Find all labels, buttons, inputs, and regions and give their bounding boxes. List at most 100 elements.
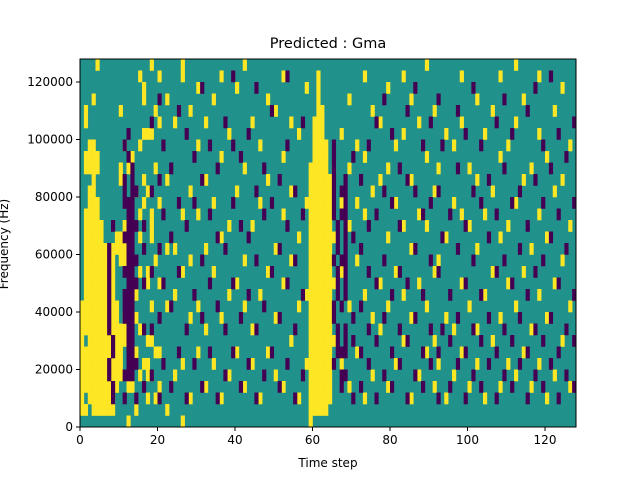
heatmap-cell-high: [312, 404, 317, 416]
heatmap-cell-high: [320, 277, 325, 290]
heatmap-cell-high: [145, 369, 151, 382]
heatmap-cell-low: [126, 358, 131, 370]
heatmap-cell-high: [80, 369, 85, 382]
heatmap-cell-low: [421, 289, 426, 301]
heatmap-cell-low: [397, 266, 402, 278]
heatmap-cell-high: [308, 323, 313, 336]
heatmap-cell-high: [103, 404, 108, 416]
heatmap-cell-low: [335, 266, 340, 278]
heatmap-cell-high: [320, 358, 325, 370]
heatmap-cell-low: [130, 220, 135, 232]
heatmap-cell-low: [502, 93, 507, 106]
heatmap-cell-low: [479, 381, 484, 393]
heatmap-cell-high: [227, 220, 232, 232]
heatmap-cell-high: [142, 128, 147, 140]
heatmap-cell-high: [165, 243, 170, 255]
heatmap-cell-high: [87, 335, 92, 347]
heatmap-cell-high: [114, 323, 120, 336]
heatmap-cell-low: [436, 266, 441, 278]
heatmap-cell-high: [560, 335, 565, 347]
heatmap-cell-high: [165, 174, 170, 186]
heatmap-cell-high: [378, 116, 383, 129]
heatmap-cell-low: [111, 335, 116, 347]
heatmap-cell-high: [111, 369, 116, 382]
heatmap-cell-high: [142, 174, 147, 186]
heatmap-cell-high: [475, 358, 480, 370]
heatmap-cell-high: [122, 220, 127, 232]
heatmap-cell-high: [506, 358, 511, 370]
heatmap-cell-low: [510, 197, 515, 209]
heatmap-cell-high: [316, 369, 321, 382]
heatmap-cell-high: [145, 266, 151, 278]
heatmap-cell-high: [316, 243, 321, 255]
heatmap-cell-low: [192, 151, 197, 163]
y-tick-label: 120000: [27, 75, 73, 89]
heatmap-cell-high: [320, 139, 325, 152]
heatmap-cell-high: [417, 116, 422, 129]
heatmap-cell-high: [95, 312, 100, 324]
heatmap-cell-low: [176, 266, 182, 278]
heatmap-cell-high: [149, 59, 154, 71]
heatmap-cell-low: [564, 243, 569, 255]
heatmap-cell-high: [552, 277, 557, 290]
heatmap-cell-high: [235, 82, 240, 94]
heatmap-cell-high: [324, 335, 329, 347]
heatmap-cell-high: [180, 266, 185, 278]
heatmap-cell-high: [378, 277, 383, 290]
heatmap-cell-high: [204, 323, 209, 336]
heatmap-cell-high: [308, 220, 313, 232]
heatmap-cell-high: [107, 335, 112, 347]
heatmap-cell-high: [316, 185, 321, 198]
heatmap-cell-high: [312, 381, 317, 393]
heatmap-cell-high: [537, 208, 542, 221]
heatmap-cell-low: [130, 197, 135, 209]
heatmap-cell-high: [312, 139, 317, 152]
heatmap-cell-high: [87, 151, 92, 163]
heatmap-cell-high: [145, 128, 151, 140]
heatmap-cell-high: [95, 231, 100, 244]
heatmap-cell-high: [114, 335, 120, 347]
heatmap-cell-high: [320, 323, 325, 336]
heatmap-cell-high: [308, 289, 313, 301]
heatmap-cell-high: [149, 335, 154, 347]
heatmap-cell-high: [316, 139, 321, 152]
heatmap-cell-high: [324, 266, 329, 278]
heatmap-cell-high: [142, 93, 147, 106]
heatmap-cell-high: [393, 266, 399, 278]
heatmap-cell-high: [312, 369, 317, 382]
heatmap-cell-low: [343, 289, 348, 301]
heatmap-cell-high: [242, 162, 247, 175]
heatmap-cell-low: [343, 323, 348, 336]
heatmap-cell-high: [83, 277, 89, 290]
heatmap-cell-high: [328, 335, 333, 347]
heatmap-cell-low: [331, 151, 337, 163]
heatmap-cell-high: [490, 105, 495, 117]
heatmap-cell-high: [87, 139, 92, 152]
heatmap-cell-high: [308, 266, 313, 278]
heatmap-cell-high: [417, 369, 422, 382]
heatmap-cell-high: [308, 312, 313, 324]
heatmap-cell-high: [483, 208, 488, 221]
heatmap-cell-high: [188, 312, 193, 324]
heatmap-cell-high: [266, 93, 271, 106]
heatmap-cell-low: [207, 346, 213, 359]
heatmap-cell-high: [320, 128, 325, 140]
heatmap-cell-high: [122, 243, 127, 255]
heatmap-cell-high: [324, 381, 329, 393]
heatmap-cell-low: [494, 346, 499, 359]
heatmap-cell-low: [107, 266, 112, 278]
heatmap-cell-high: [308, 404, 313, 416]
heatmap-cell-low: [390, 128, 395, 140]
heatmap-cell-low: [428, 197, 433, 209]
heatmap-cell-high: [424, 346, 430, 359]
heatmap-cell-high: [316, 381, 321, 393]
heatmap-cell-high: [436, 162, 441, 175]
heatmap-cell-high: [552, 369, 557, 382]
heatmap-cell-high: [80, 323, 85, 336]
heatmap-cell-high: [99, 404, 104, 416]
heatmap-cell-low: [331, 312, 337, 324]
heatmap-cell-low: [134, 254, 139, 267]
heatmap-cell-high: [316, 162, 321, 175]
heatmap-cell-low: [343, 369, 348, 382]
heatmap-cell-low: [269, 197, 275, 209]
